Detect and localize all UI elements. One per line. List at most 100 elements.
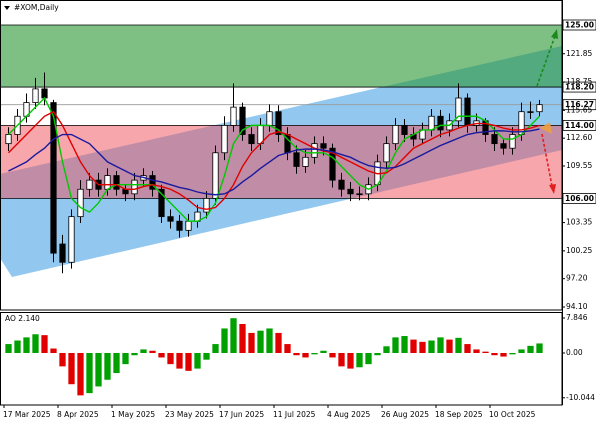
candle-body xyxy=(509,134,516,149)
candle-body xyxy=(491,134,498,145)
ao-bar xyxy=(50,348,57,353)
moving-average xyxy=(8,128,540,196)
ao-bar xyxy=(23,337,30,353)
price-zone xyxy=(0,25,562,88)
ao-bar xyxy=(176,352,183,369)
y-tick-label: 103.35 xyxy=(566,218,592,227)
ao-bar xyxy=(32,334,39,353)
moving-averages xyxy=(8,96,540,222)
ao-bar xyxy=(473,349,480,353)
ao-bar xyxy=(104,352,111,380)
ao-bar xyxy=(293,352,300,356)
up-arrow-line xyxy=(536,35,556,87)
ao-bar xyxy=(320,350,327,353)
ao-bar xyxy=(230,318,237,353)
ao-bar xyxy=(59,352,66,367)
candle-body xyxy=(392,124,399,145)
x-tick-label: 17 Mar 2025 xyxy=(3,410,51,419)
candle-body xyxy=(221,124,228,154)
candle-body xyxy=(50,102,57,254)
ao-y-tick-label: -10.044 xyxy=(566,393,595,402)
ao-bar xyxy=(140,349,147,353)
candle-body xyxy=(293,152,300,167)
ao-bar xyxy=(86,352,93,394)
y-tick-label: 115.65 xyxy=(566,105,592,114)
ao-bar xyxy=(185,352,192,371)
ao-bar xyxy=(509,352,516,355)
price-zone xyxy=(0,125,562,199)
ao-bar xyxy=(500,352,507,357)
candle-body xyxy=(311,143,318,158)
axes: 125.00 118.20 116.27 114.00 106.00 121.85 118.… xyxy=(3,0,596,419)
candle-body xyxy=(338,179,345,190)
ao-bar xyxy=(392,337,399,353)
candle-body xyxy=(329,147,336,181)
ao-bar xyxy=(239,323,246,353)
ao-bar xyxy=(455,337,462,353)
ao-bar xyxy=(527,345,534,353)
ao-y-tick-label: 0.00 xyxy=(566,348,583,357)
x-tick-label: 10 Oct 2025 xyxy=(489,410,536,419)
candle-body xyxy=(203,197,210,213)
pivot-marker xyxy=(540,122,552,134)
ao-bar xyxy=(95,352,102,387)
level-label: 114.00 xyxy=(565,121,594,130)
ao-bar xyxy=(482,351,489,353)
moving-average xyxy=(8,96,540,222)
candle-body xyxy=(176,220,183,231)
candle-body xyxy=(59,243,66,263)
candle-body xyxy=(275,111,282,135)
ao-bar xyxy=(329,352,336,358)
candle-body xyxy=(437,115,444,131)
candle-body xyxy=(185,220,192,231)
candle-body xyxy=(167,216,174,222)
y-tick-label: 109.55 xyxy=(566,161,592,170)
ao-bar xyxy=(365,352,372,365)
level-label: 125.00 xyxy=(565,21,594,30)
ao-bar xyxy=(356,352,363,368)
down-arrow-line xyxy=(541,133,553,187)
ao-bar xyxy=(266,328,273,353)
x-tick-label: 26 Aug 2025 xyxy=(381,410,429,419)
ao-bar xyxy=(284,344,291,353)
ao-bar xyxy=(203,352,210,360)
ao-bar xyxy=(446,339,453,353)
candle-body xyxy=(77,188,84,218)
ao-bar xyxy=(491,352,498,356)
ao-bar xyxy=(437,337,444,353)
ao-bar xyxy=(167,352,174,365)
ao-bar xyxy=(536,343,543,353)
ao-bar xyxy=(158,352,165,358)
candle-body xyxy=(266,111,273,126)
y-tick-label: 100.25 xyxy=(566,246,592,255)
candle-body xyxy=(320,143,327,149)
ao-bar xyxy=(347,352,354,369)
ao-bar xyxy=(518,349,525,353)
menu-triangle xyxy=(4,6,10,10)
up-arrowhead xyxy=(551,29,558,39)
ao-title: AO 2.140 xyxy=(5,314,40,323)
ao-bar xyxy=(428,340,435,353)
ao-bar xyxy=(77,352,84,396)
annotations xyxy=(536,29,558,194)
ao-bar xyxy=(212,344,219,353)
ao-bar xyxy=(302,352,309,358)
candle-body xyxy=(428,115,435,131)
level-label: 116.27 xyxy=(565,100,594,109)
y-tick-label: 118.75 xyxy=(566,77,592,86)
ao-bar xyxy=(374,352,381,356)
ao-bar xyxy=(257,330,264,353)
candle-body xyxy=(68,216,75,263)
ao-bar xyxy=(464,344,471,353)
ao-bar xyxy=(194,352,201,369)
candle-body xyxy=(158,188,165,218)
candle-body xyxy=(32,88,39,103)
candle-body xyxy=(302,156,309,167)
candle-body xyxy=(131,179,138,195)
x-tick-label: 18 Sep 2025 xyxy=(435,410,483,419)
chart-title: #XOM,Daily xyxy=(14,3,59,12)
down-arrowhead xyxy=(549,184,556,194)
y-tick-label: 121.85 xyxy=(566,49,592,58)
